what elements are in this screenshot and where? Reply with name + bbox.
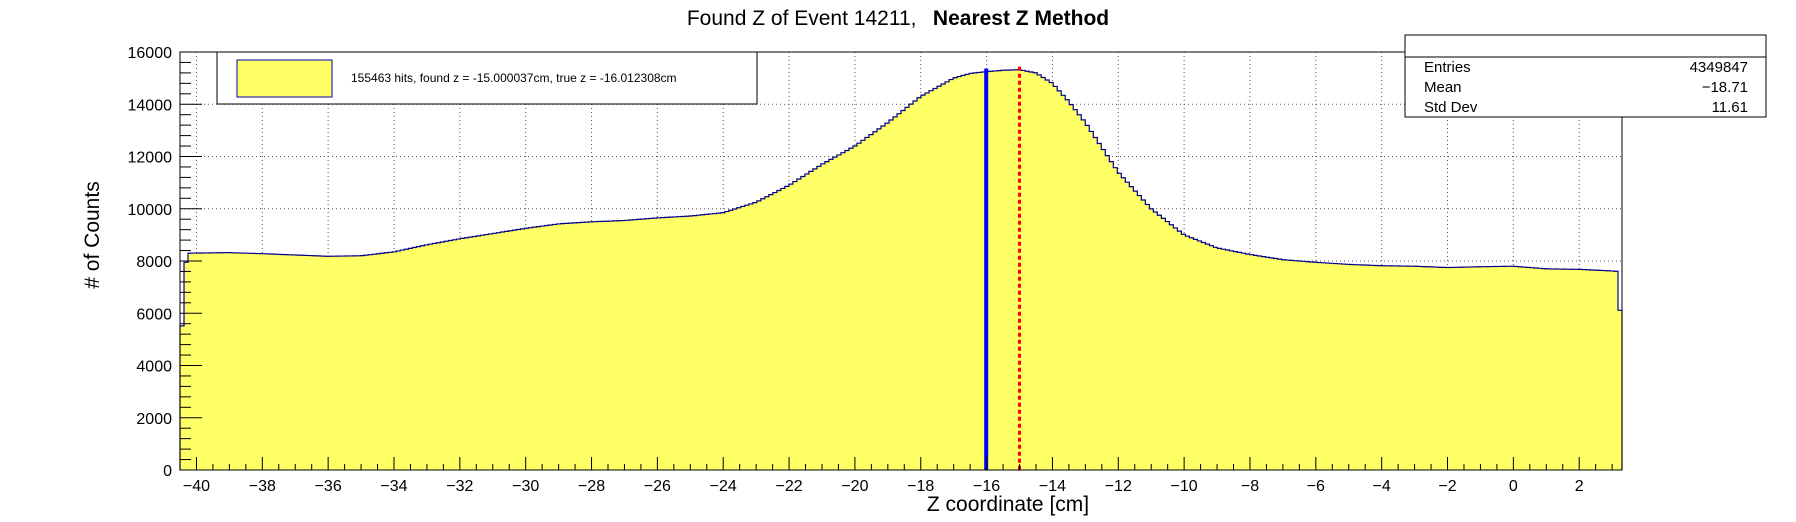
x-tick-label: −12	[1105, 478, 1132, 495]
y-tick-label: 14000	[128, 97, 173, 114]
histogram-fill	[180, 69, 1622, 471]
y-tick-label: 12000	[128, 150, 173, 167]
stats-stddev-value: 11.61	[1712, 99, 1748, 116]
x-tick-label: −28	[578, 478, 605, 495]
x-axis-title: Z coordinate [cm]	[927, 493, 1089, 516]
x-tick-label: −14	[1039, 478, 1066, 495]
chart-title-method: Nearest Z Method	[933, 7, 1109, 30]
x-tick-label: −34	[380, 478, 407, 495]
axis-tick-labels: −40 −38 −36 −34 −32 −30 −28 −26 −24 −22 −20 −18 −16−…	[128, 45, 1584, 495]
y-tick-label: 6000	[136, 306, 172, 323]
histogram-layer	[179, 69, 1623, 471]
x-tick-label: −10	[1171, 478, 1198, 495]
legend-swatch	[236, 59, 333, 98]
x-tick-label: −8	[1241, 478, 1259, 495]
x-tick-label: 0	[1509, 478, 1518, 495]
stats-mean-value: −18.71	[1702, 79, 1748, 96]
x-tick-label: −18	[907, 478, 934, 495]
chart-title-prefix: Found Z of Event 14211,	[687, 7, 917, 30]
x-tick-label: −2	[1438, 478, 1456, 495]
legend: 155463 hits, found z = -15.000037cm, tru…	[216, 51, 758, 105]
x-tick-label: −6	[1307, 478, 1325, 495]
chart-title: Found Z of Event 14211, Nearest Z Method	[687, 7, 1109, 30]
y-tick-label: 10000	[128, 202, 173, 219]
y-tick-label: 16000	[128, 45, 173, 62]
x-tick-label: −26	[644, 478, 671, 495]
x-tick-label: −32	[446, 478, 473, 495]
x-tick-label: −38	[249, 478, 276, 495]
x-tick-label: −30	[512, 478, 539, 495]
x-tick-label: −22	[775, 478, 802, 495]
stats-entries-label: Entries	[1424, 59, 1471, 76]
y-tick-label: 8000	[136, 254, 172, 271]
x-tick-label: −4	[1373, 478, 1391, 495]
y-axis-title: # of Counts	[81, 181, 104, 288]
histogram-outline	[179, 69, 1623, 470]
x-tick-label: −40	[183, 478, 210, 495]
y-tick-label: 4000	[136, 359, 172, 376]
legend-entry-text: 155463 hits, found z = -15.000037cm, tru…	[351, 71, 677, 85]
stats-box: Entries 4349847 Mean −18.71 Std Dev 11.6…	[1404, 34, 1767, 118]
stats-mean-label: Mean	[1424, 79, 1462, 96]
stats-box-frame	[1404, 34, 1767, 118]
stats-stddev-label: Std Dev	[1424, 99, 1478, 116]
x-tick-label: −20	[841, 478, 868, 495]
x-tick-label: −36	[315, 478, 342, 495]
y-tick-label: 0	[163, 463, 172, 480]
marker-lines	[984, 66, 1022, 470]
x-tick-label: −24	[710, 478, 737, 495]
x-tick-label: 2	[1575, 478, 1584, 495]
axis-ticks	[179, 51, 1613, 471]
x-tick-label: −16	[973, 478, 1000, 495]
y-tick-label: 2000	[136, 411, 172, 428]
stats-entries-value: 4349847	[1690, 59, 1748, 76]
